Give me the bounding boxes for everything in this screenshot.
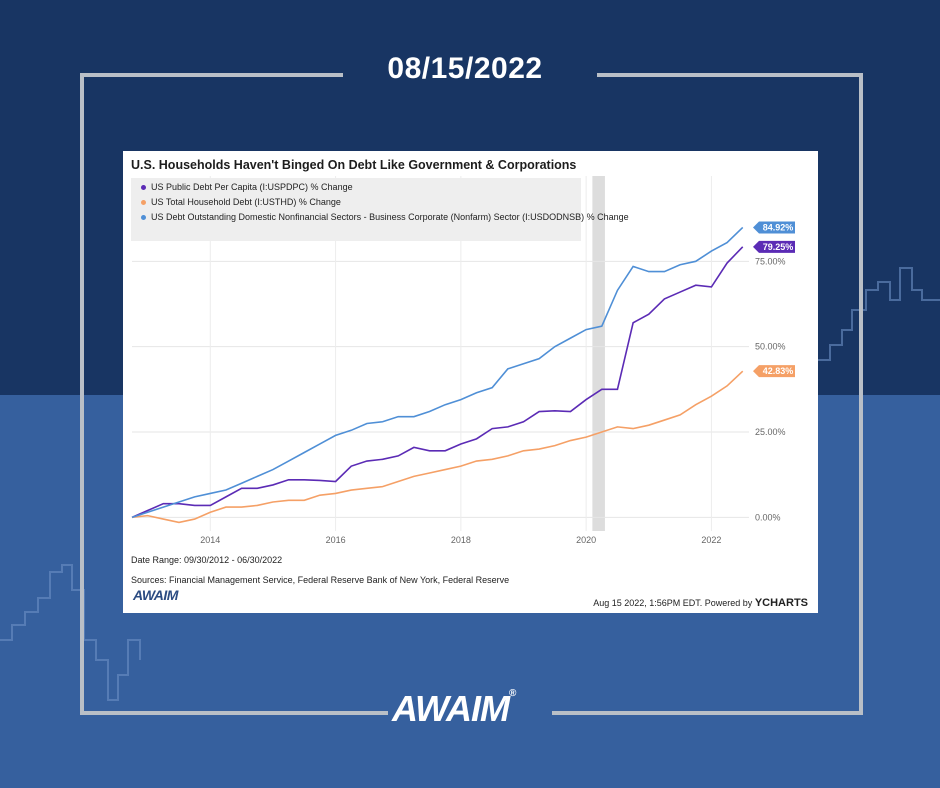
card-logo: AWAIM	[133, 587, 178, 603]
end-value-label-box	[753, 365, 795, 378]
chart-legend: US Public Debt Per Capita (I:USPDPC) % C…	[131, 178, 629, 241]
legend-item-corporate-debt: US Debt Outstanding Domestic Nonfinancia…	[141, 212, 629, 222]
date-range: Date Range: 09/30/2012 - 06/30/2022	[131, 555, 283, 565]
series-line	[131, 226, 744, 519]
timestamp: Aug 15 2022, 1:56PM EDT. Powered by YCHA…	[593, 597, 808, 609]
chart-title: U.S. Households Haven't Binged On Debt L…	[131, 158, 577, 172]
end-value-label: 42.83%	[763, 366, 794, 376]
ycharts-logo: YCHARTS	[754, 597, 808, 609]
legend-label: US Debt Outstanding Domestic Nonfinancia…	[151, 212, 629, 222]
legend-label: US Total Household Debt (I:USTHD) % Chan…	[151, 197, 341, 207]
sources: Sources: Financial Management Service, F…	[131, 575, 510, 585]
shaded-region	[592, 176, 605, 531]
end-value-label: 84.92%	[763, 222, 794, 232]
brand-logo-text: AWAIM	[392, 688, 510, 729]
y-tick-label: 0.00%	[755, 512, 781, 522]
y-tick-label: 50.00%	[755, 342, 786, 352]
end-value-label-box	[753, 240, 795, 253]
y-tick-label: 75.00%	[755, 256, 786, 266]
frame-top-right	[597, 73, 863, 77]
brand-logo: AWAIM®	[392, 688, 516, 730]
registered-mark: ®	[509, 688, 516, 699]
end-value-label-box	[753, 221, 795, 234]
y-tick-label: 25.00%	[755, 427, 786, 437]
series-line	[131, 246, 744, 519]
legend-item-public-debt: US Public Debt Per Capita (I:USPDPC) % C…	[141, 182, 353, 192]
frame-top-left	[80, 73, 343, 77]
frame-bottom-right	[552, 711, 863, 715]
x-tick-label: 2016	[326, 535, 346, 545]
line-chart: 0.00% 25.00% 50.00% 75.00% 2014 2016 2018 2020 2…	[131, 176, 795, 545]
timestamp-text: Aug 15 2022, 1:56PM EDT. Powered by	[593, 598, 753, 608]
series-line	[131, 370, 744, 524]
frame-left	[80, 73, 84, 715]
frame-bottom-left	[80, 711, 388, 715]
end-value-label: 79.25%	[763, 242, 794, 252]
frame-right	[859, 73, 863, 715]
legend-label: US Public Debt Per Capita (I:USPDPC) % C…	[151, 182, 353, 192]
x-tick-label: 2014	[200, 535, 220, 545]
date-heading: 08/15/2022	[387, 52, 543, 85]
legend-item-household-debt: US Total Household Debt (I:USTHD) % Chan…	[141, 197, 341, 207]
x-tick-label: 2018	[451, 535, 471, 545]
x-tick-label: 2020	[576, 535, 596, 545]
chart-card: U.S. Households Haven't Binged On Debt L…	[123, 151, 818, 613]
x-tick-label: 2022	[701, 535, 721, 545]
